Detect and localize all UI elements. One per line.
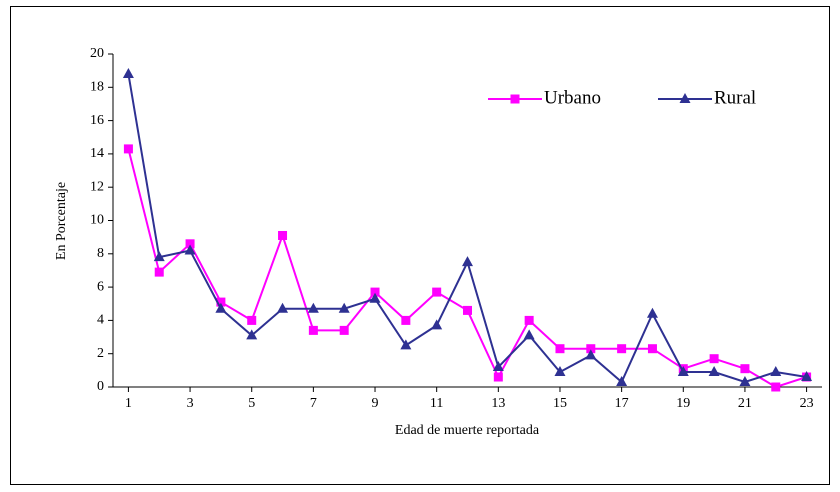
y-tick-label: 18: [90, 80, 104, 95]
y-tick-label: 2: [97, 346, 104, 361]
point-marker: [523, 329, 535, 340]
point-marker: [740, 364, 750, 374]
x-tick-label: 17: [615, 396, 629, 411]
y-tick-label: 6: [97, 279, 104, 294]
legend-label: Urbano: [544, 87, 601, 108]
point-marker: [770, 366, 782, 377]
point-marker: [524, 315, 534, 325]
point-marker: [277, 302, 289, 313]
point-marker: [216, 297, 226, 307]
point-marker: [123, 144, 133, 154]
point-marker: [616, 376, 628, 387]
point-marker: [338, 302, 350, 313]
point-marker: [370, 287, 380, 297]
x-tick-label: 5: [248, 396, 255, 411]
x-tick-label: 13: [491, 396, 505, 411]
point-marker: [739, 376, 751, 387]
y-axis-label: En Porcentaje: [54, 182, 69, 260]
y-tick-label: 8: [97, 246, 104, 261]
point-marker: [771, 382, 781, 392]
x-tick-label: 11: [430, 396, 443, 411]
y-tick-label: 0: [97, 379, 104, 394]
point-marker: [185, 239, 195, 249]
x-tick-label: 15: [553, 396, 567, 411]
point-marker: [801, 371, 813, 382]
point-marker: [154, 267, 164, 277]
y-tick-label: 12: [90, 179, 104, 194]
x-tick-label: 1: [125, 396, 132, 411]
x-tick-label: 23: [800, 396, 814, 411]
x-tick-label: 3: [187, 396, 194, 411]
x-axis-label: Edad de muerte reportada: [395, 423, 540, 438]
y-tick-label: 14: [90, 146, 104, 161]
point-marker: [554, 366, 566, 377]
point-marker: [510, 94, 520, 104]
point-marker: [492, 361, 504, 372]
x-tick-label: 19: [676, 396, 690, 411]
point-marker: [247, 315, 257, 325]
point-marker: [585, 349, 597, 360]
point-marker: [463, 305, 472, 315]
y-tick-label: 20: [90, 46, 104, 61]
point-marker: [586, 344, 596, 354]
point-marker: [462, 256, 473, 267]
point-marker: [493, 372, 503, 382]
y-tick-label: 16: [90, 113, 104, 128]
point-marker: [401, 315, 411, 325]
point-marker: [647, 344, 657, 354]
point-marker: [153, 251, 165, 262]
point-marker: [246, 329, 258, 340]
point-marker: [278, 230, 288, 240]
chart-frame: [10, 6, 830, 485]
y-tick-label: 10: [90, 213, 104, 228]
point-marker: [677, 366, 689, 377]
point-marker: [646, 307, 658, 318]
point-marker: [184, 244, 196, 255]
point-marker: [122, 67, 134, 78]
x-tick-label: 9: [372, 396, 379, 411]
y-tick-label: 4: [97, 313, 104, 328]
point-marker: [339, 325, 349, 335]
point-marker: [709, 354, 719, 364]
point-marker: [307, 302, 319, 313]
point-marker: [617, 344, 627, 354]
point-marker: [369, 292, 381, 303]
point-marker: [555, 344, 565, 354]
point-marker: [708, 366, 720, 377]
point-marker: [215, 302, 227, 313]
point-marker: [679, 93, 691, 103]
x-tick-label: 7: [310, 396, 317, 411]
x-tick-label: 21: [738, 396, 752, 411]
point-marker: [431, 319, 443, 330]
legend-label: Rural: [714, 87, 756, 108]
point-marker: [400, 339, 412, 350]
point-marker: [432, 287, 442, 297]
point-marker: [308, 325, 318, 335]
